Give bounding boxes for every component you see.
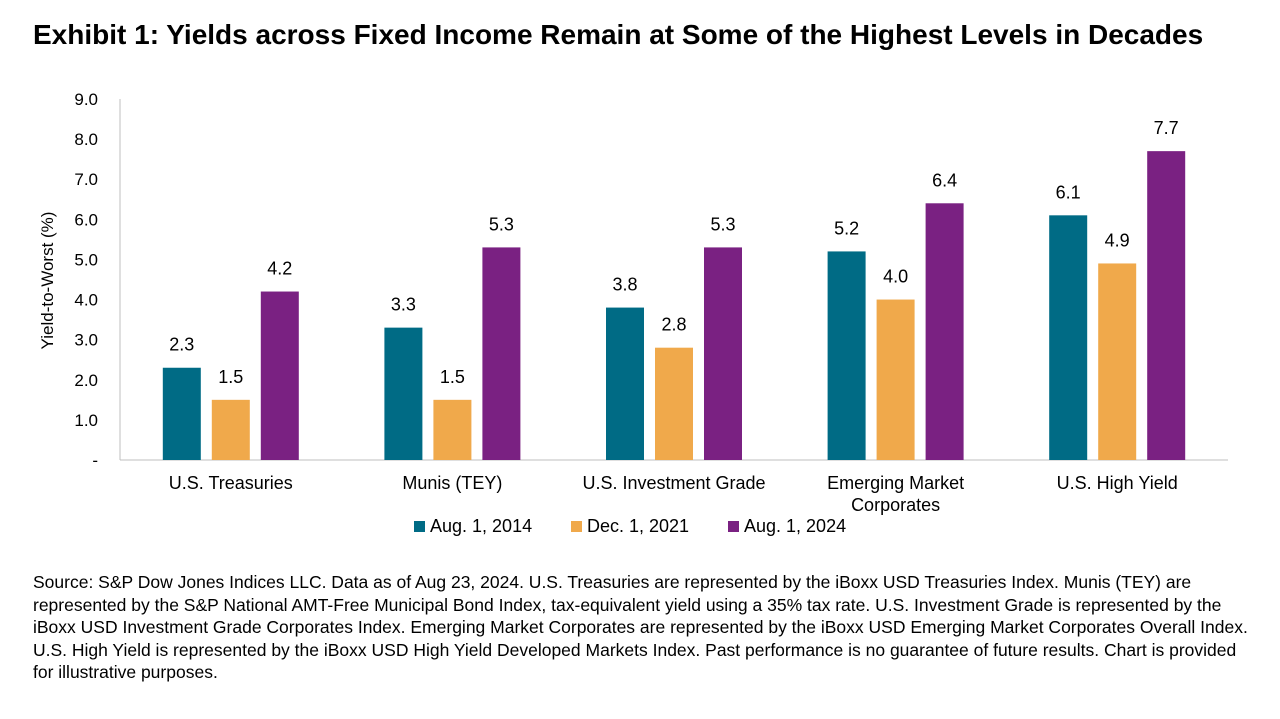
bar: [211, 399, 250, 460]
data-label: 2.3: [169, 335, 194, 355]
y-tick-label: 3.0: [74, 331, 98, 350]
legend-label: Aug. 1, 2014: [430, 516, 532, 536]
y-tick-label: 2.0: [74, 371, 98, 390]
data-label: 3.8: [612, 275, 637, 295]
y-tick-label: -: [92, 451, 98, 470]
bar: [1049, 215, 1088, 460]
bar: [384, 327, 423, 460]
data-label: 6.1: [1056, 182, 1081, 202]
legend-swatch: [571, 521, 582, 532]
bar: [925, 203, 964, 461]
data-label: 3.3: [391, 295, 416, 315]
bar: [433, 399, 472, 460]
legend-label: Aug. 1, 2024: [744, 516, 846, 536]
data-label: 5.3: [710, 214, 735, 234]
x-tick-label: U.S. Investment Grade: [582, 473, 765, 493]
bar: [606, 307, 644, 460]
data-label: 5.3: [489, 214, 514, 234]
legend-swatch: [414, 521, 425, 532]
source-note: Source: S&P Dow Jones Indices LLC. Data …: [33, 572, 1248, 682]
bar: [1098, 263, 1137, 460]
y-tick-label: 4.0: [74, 291, 98, 310]
x-tick-label: U.S. High Yield: [1057, 473, 1178, 493]
data-label: 7.7: [1154, 118, 1179, 138]
y-tick-label: 7.0: [74, 170, 98, 189]
data-label: 6.4: [932, 170, 957, 190]
data-label: 2.8: [661, 315, 686, 335]
bar: [260, 291, 299, 460]
x-tick-label: Emerging Market: [827, 473, 964, 493]
legend-label: Dec. 1, 2021: [587, 516, 689, 536]
bar-chart: - 1.0 2.0 3.0 4.0 5.0 6.0 7.0 8.0 9.0 Yield-to-Wor…: [38, 90, 1228, 536]
data-label: 1.5: [218, 367, 243, 387]
data-label: 5.2: [834, 218, 859, 238]
bar: [162, 367, 201, 460]
y-tick-label: 8.0: [74, 130, 98, 149]
y-tick-label: 5.0: [74, 250, 98, 269]
bar: [704, 247, 742, 460]
x-tick-label: Munis (TEY): [402, 473, 502, 493]
x-tick-label: U.S. Treasuries: [169, 473, 293, 493]
chart-title: Exhibit 1: Yields across Fixed Income Re…: [33, 19, 1204, 50]
x-tick-label: Corporates: [851, 495, 940, 515]
legend-swatch: [728, 521, 739, 532]
data-label: 4.0: [883, 267, 908, 287]
y-tick-label: 9.0: [74, 90, 98, 109]
data-label: 4.2: [267, 259, 292, 279]
y-tick-label: 6.0: [74, 210, 98, 229]
data-label: 4.9: [1105, 230, 1130, 250]
bar: [655, 347, 693, 460]
bar: [482, 247, 521, 460]
bar: [827, 251, 866, 460]
data-label: 1.5: [440, 367, 465, 387]
y-tick-label: 1.0: [74, 411, 98, 430]
bar: [876, 299, 915, 460]
bar: [1147, 151, 1186, 460]
y-axis-label: Yield-to-Worst (%): [38, 212, 57, 350]
